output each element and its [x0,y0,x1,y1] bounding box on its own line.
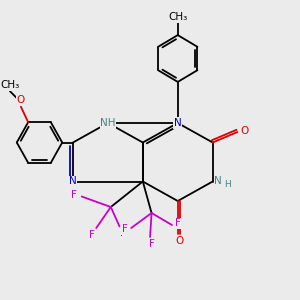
Text: N: N [214,176,222,187]
Text: N: N [174,118,182,128]
Text: CH₃: CH₃ [168,12,188,22]
Text: H: H [224,180,231,189]
Text: F: F [89,230,95,240]
Text: N: N [69,176,77,187]
Text: O: O [241,125,249,136]
Text: O: O [175,236,183,246]
Text: F: F [122,224,128,235]
Text: NH: NH [100,118,116,128]
Text: F: F [176,218,181,229]
Text: O: O [17,95,25,105]
Text: F: F [148,238,154,249]
Text: F: F [71,190,77,200]
Text: F: F [119,228,125,238]
Text: CH₃: CH₃ [0,80,20,90]
